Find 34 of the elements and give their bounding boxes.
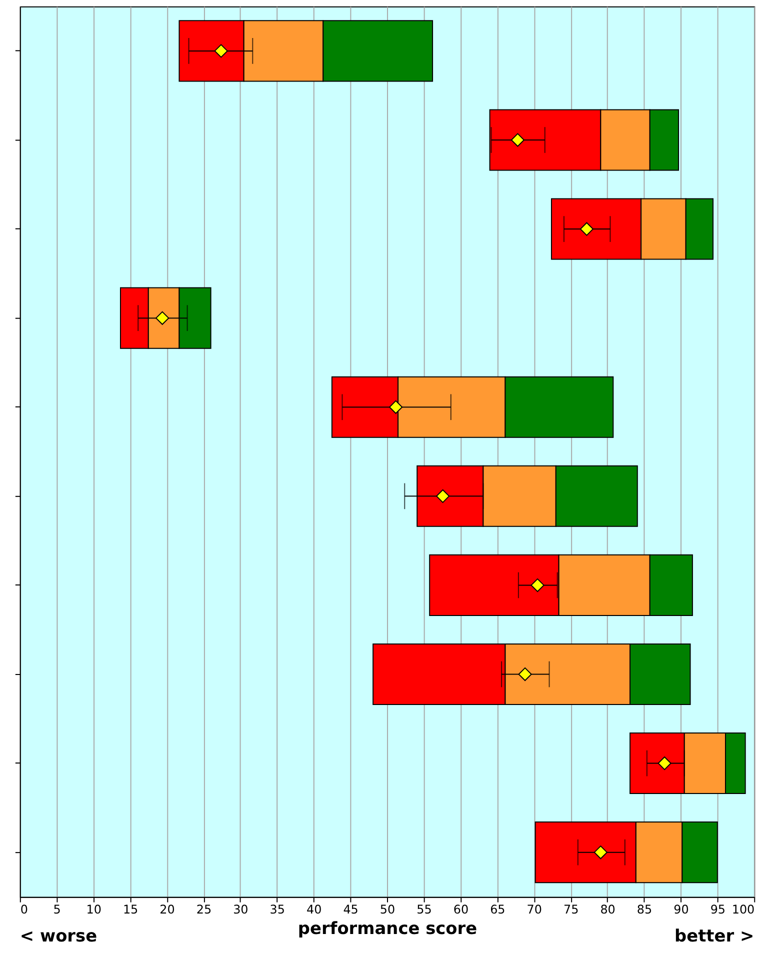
x-tick-label: 60 [453,902,469,916]
x-tick-label: 85 [636,902,652,916]
point [518,667,532,682]
point [510,133,524,147]
x-tick-label: 30 [233,902,248,916]
x-tick-label: 45 [343,902,358,916]
x-tick-label: 70 [526,902,542,916]
text: < worse [20,926,98,946]
x-tick-label: 10 [86,902,102,916]
x-tick-label: 5 [53,902,61,916]
x-tick-label: 40 [306,902,322,916]
point [530,578,544,592]
x-tick-label: 75 [563,902,579,916]
x-tick-label: 95 [710,902,726,916]
x-tick-label: 25 [196,902,212,916]
point [580,222,594,236]
point [594,846,608,860]
x-tick-label: 0 [20,902,28,916]
x-tick-label: 65 [490,902,506,916]
x-tick-label: 50 [380,902,396,916]
x-tick-label: 20 [160,902,175,916]
x-tick-label: 35 [270,902,285,916]
point [214,44,228,58]
x-tick-label: 15 [122,902,138,916]
point [156,311,170,325]
x-tick-label: 100 [732,902,755,916]
x-tick-label: 55 [416,902,432,916]
point [658,756,672,770]
text: better > [674,926,754,946]
x-tick-label: 90 [674,902,689,916]
point [389,400,403,414]
x-axis-title: performance score [298,918,478,938]
point [436,489,450,503]
x-tick-label: 80 [600,902,616,916]
